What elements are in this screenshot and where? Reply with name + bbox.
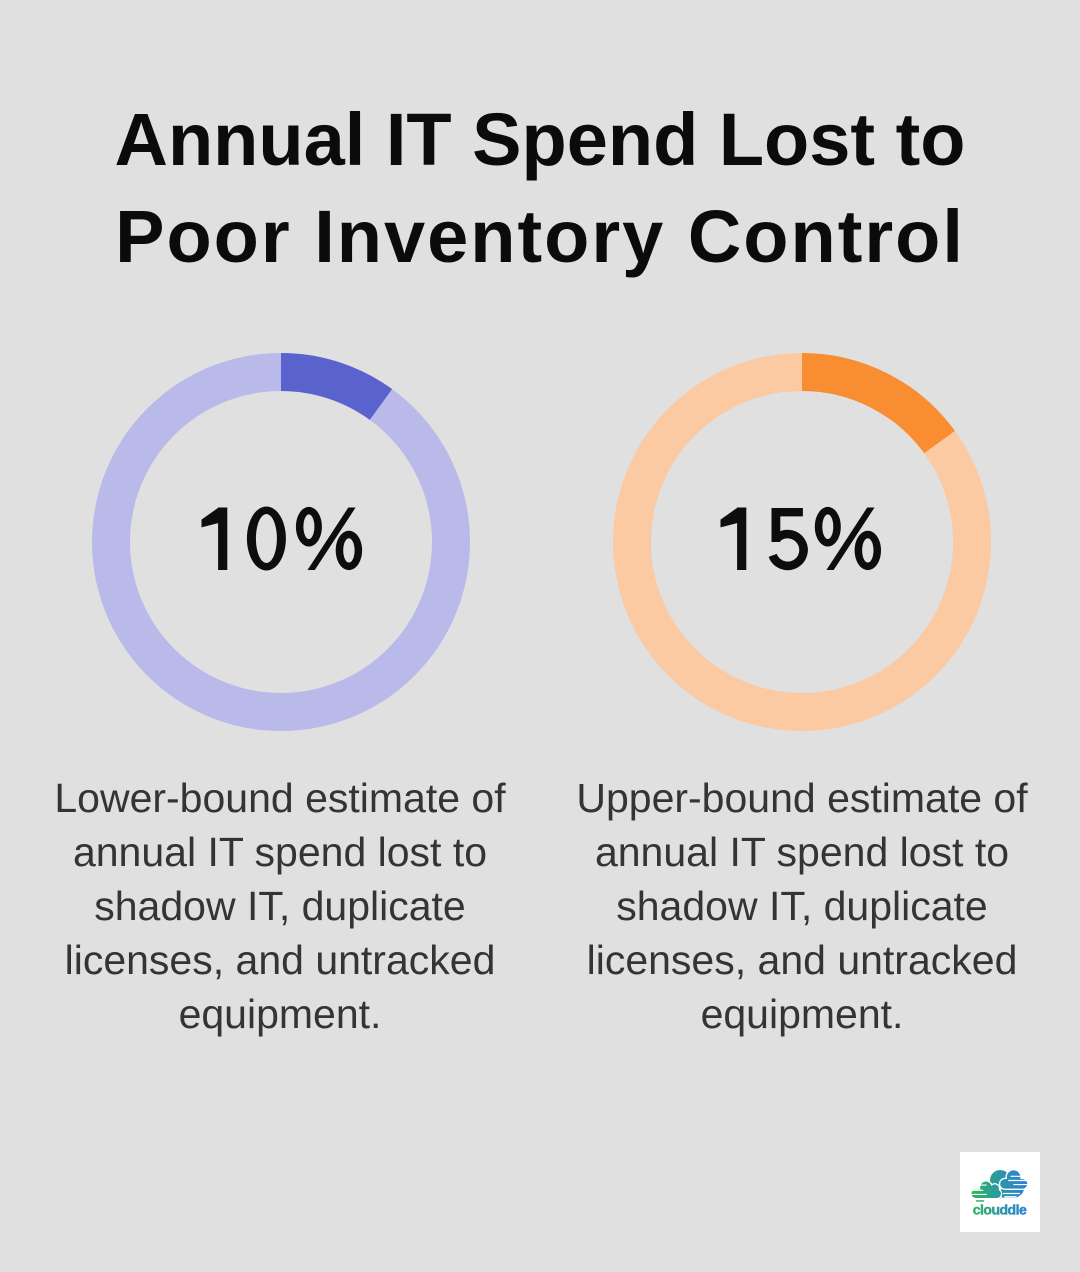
- svg-text:clouddle: clouddle: [973, 1202, 1027, 1218]
